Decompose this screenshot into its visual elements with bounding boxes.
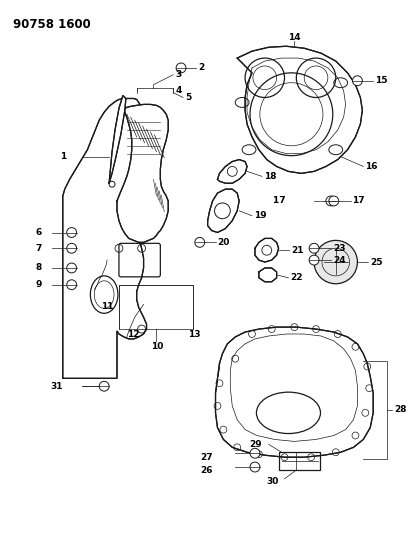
Text: 21: 21	[291, 246, 304, 255]
Text: 5: 5	[185, 93, 191, 102]
Text: 11: 11	[101, 302, 114, 311]
Text: 17: 17	[353, 197, 365, 205]
Circle shape	[67, 280, 77, 289]
Text: 23: 23	[333, 244, 345, 253]
Circle shape	[329, 196, 339, 206]
Polygon shape	[109, 95, 126, 183]
Circle shape	[67, 263, 77, 273]
Text: 15: 15	[375, 76, 388, 85]
Circle shape	[176, 63, 186, 73]
Circle shape	[353, 76, 362, 86]
Text: 7: 7	[35, 244, 42, 253]
Text: 10: 10	[151, 342, 163, 351]
Circle shape	[326, 196, 336, 206]
Text: 26: 26	[200, 466, 213, 475]
Text: 24: 24	[333, 256, 346, 264]
Polygon shape	[237, 46, 362, 173]
Text: 31: 31	[50, 382, 62, 391]
Text: 28: 28	[394, 406, 406, 414]
Circle shape	[250, 448, 260, 458]
Circle shape	[309, 244, 319, 253]
Text: 13: 13	[188, 329, 200, 338]
Polygon shape	[208, 189, 239, 232]
Text: 30: 30	[267, 478, 279, 486]
Text: 18: 18	[264, 172, 276, 181]
Text: 1: 1	[60, 152, 66, 161]
Polygon shape	[117, 104, 168, 243]
Text: 17: 17	[273, 197, 291, 205]
Circle shape	[67, 228, 77, 237]
Text: 3: 3	[175, 70, 182, 79]
Text: 9: 9	[35, 280, 42, 289]
Polygon shape	[259, 268, 277, 282]
Text: 6: 6	[35, 228, 42, 237]
Text: 20: 20	[217, 238, 230, 247]
Polygon shape	[255, 238, 279, 262]
Text: 19: 19	[254, 211, 266, 220]
Text: 90758 1600: 90758 1600	[13, 18, 90, 31]
Text: 22: 22	[290, 273, 303, 282]
Text: 16: 16	[365, 162, 378, 171]
Text: 4: 4	[175, 86, 182, 95]
Text: 14: 14	[288, 33, 301, 42]
Text: 29: 29	[249, 440, 262, 449]
Text: 25: 25	[370, 257, 383, 266]
Bar	[279, 453, 320, 470]
Polygon shape	[215, 327, 373, 457]
Text: 12: 12	[127, 329, 139, 338]
Circle shape	[309, 255, 319, 265]
Circle shape	[250, 462, 260, 472]
Polygon shape	[217, 159, 247, 183]
Text: 27: 27	[200, 453, 213, 462]
Bar	[119, 285, 193, 329]
Circle shape	[99, 381, 109, 391]
Circle shape	[314, 240, 357, 284]
Polygon shape	[63, 99, 146, 378]
Text: 8: 8	[35, 263, 42, 272]
Circle shape	[67, 244, 77, 253]
Circle shape	[195, 237, 205, 247]
Text: 2: 2	[198, 63, 204, 72]
